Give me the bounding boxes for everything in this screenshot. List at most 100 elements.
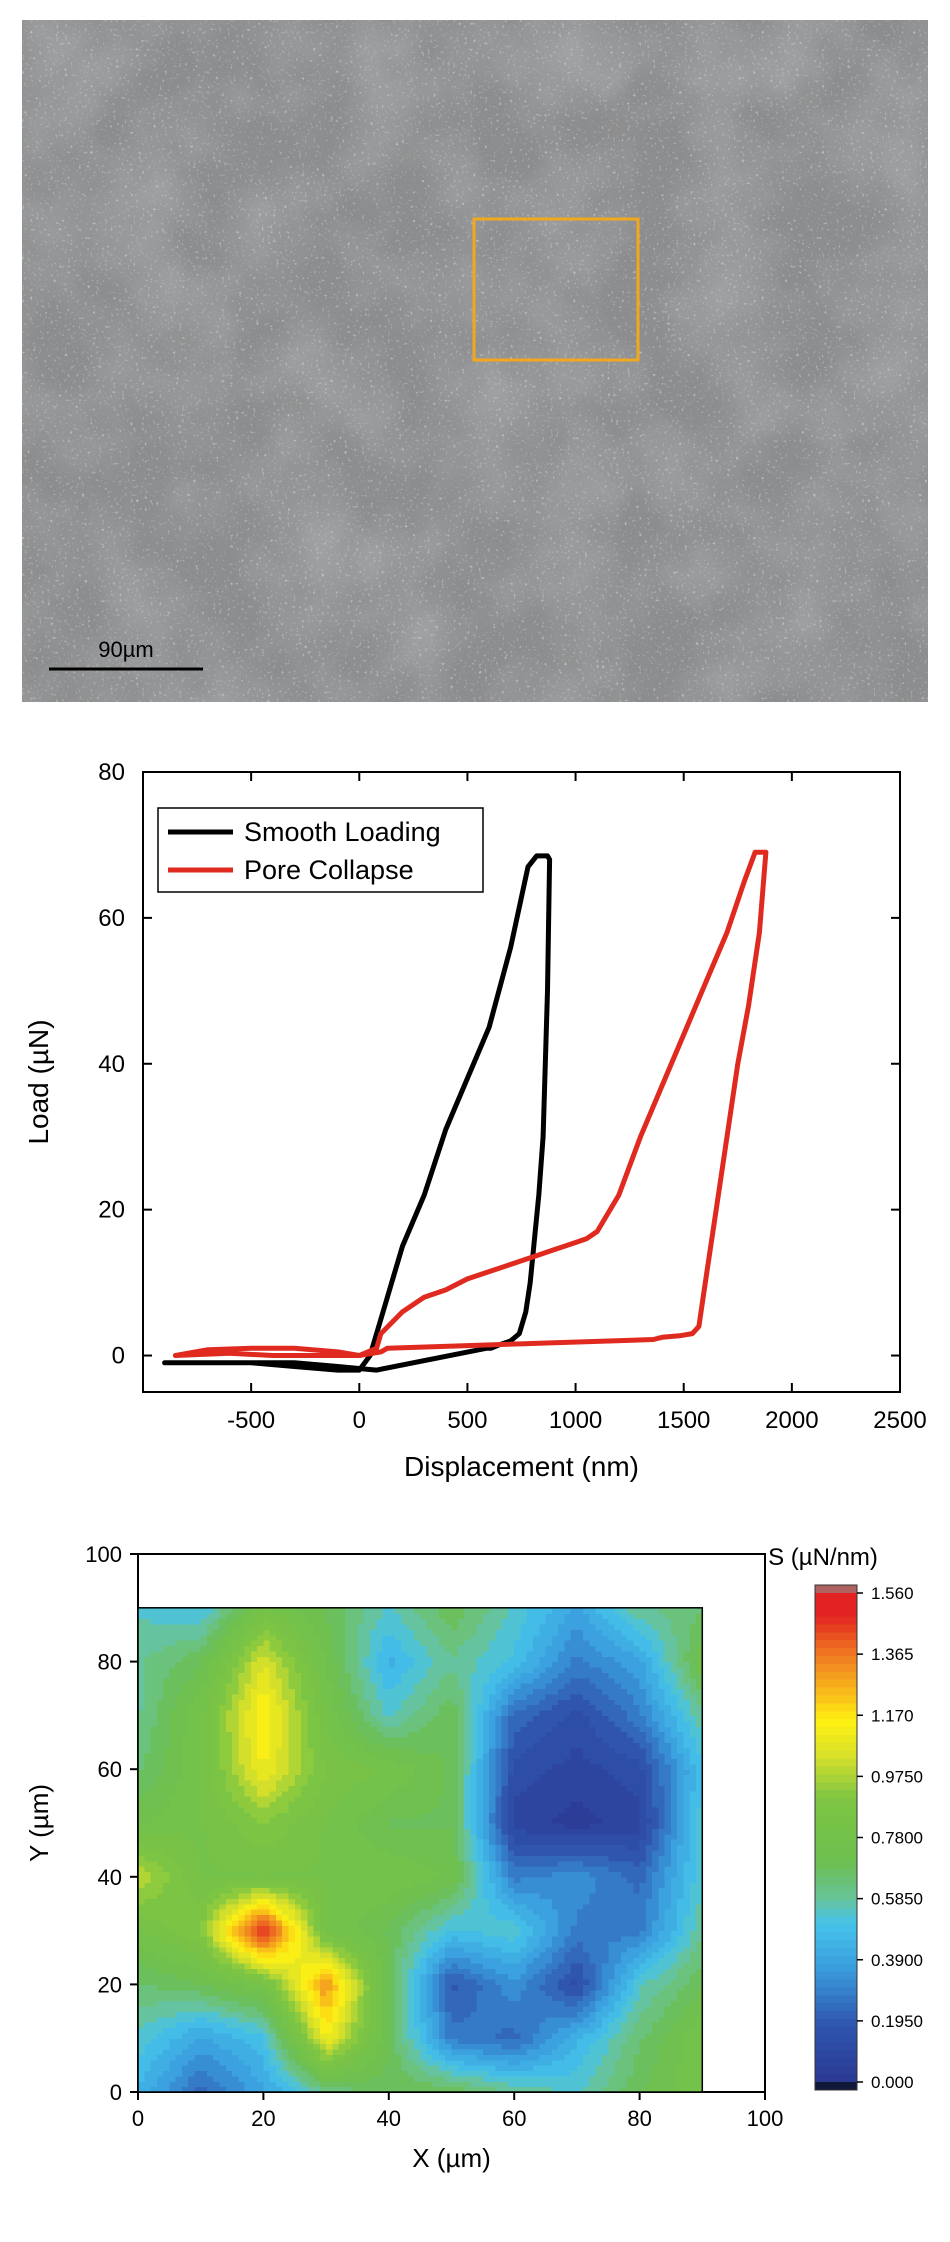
contour-cell [683,2081,691,2088]
contour-cell [138,1914,145,1921]
contour-cell [225,1855,233,1862]
contour-cell [206,1871,214,1878]
contour-cell [357,2086,365,2093]
contour-cell [181,1892,189,1899]
contour-cell [457,1806,465,1813]
contour-cell [608,1968,616,1975]
contour-cell [188,1849,196,1856]
contour-cell [213,1952,221,1959]
contour-cell [138,1817,145,1824]
contour-cell [489,1984,496,1991]
contour-cell [369,1801,377,1808]
contour-cell [627,1882,634,1889]
contour-cell [677,1839,685,1846]
contour-cell [344,1941,352,1948]
contour-cell [614,1898,622,1905]
contour-cell [664,1909,672,1916]
contour-cell [326,1866,333,1873]
contour-cell [533,1914,540,1921]
contour-cell [257,1957,264,1964]
contour-cell [219,1941,227,1948]
contour-cell [332,1823,340,1829]
contour-cell [163,2086,170,2093]
contour-cell [407,1839,415,1846]
contour-cell [275,2000,283,2007]
contour-cell [144,2000,152,2007]
contour-cell [583,2065,591,2072]
contour-cell [395,1860,402,1867]
contour-cell [507,1984,515,1991]
contour-cell [432,1941,440,1948]
contour-cell [313,1903,321,1910]
contour-cell [601,1984,609,1991]
contour-cell [388,2054,396,2061]
contour-cell [150,2000,158,2007]
contour-cell [388,2016,396,2023]
contour-cell [520,2005,528,2012]
contour-cell [614,1946,622,1953]
contour-cell [420,1871,428,1878]
contour-cell [558,1962,565,1969]
contour-cell [407,2075,415,2082]
contour-cell [225,2038,233,2045]
contour-cell [225,1914,233,1921]
contour-cell [156,1925,164,1932]
y-axis-label: Load (µN) [23,1019,54,1144]
contour-cell [457,1817,465,1824]
contour-cell [627,1989,634,1996]
contour-cell [451,1914,459,1921]
contour-cell [138,1855,145,1862]
contour-cell [357,1839,365,1846]
contour-cell [652,2000,660,2007]
contour-cell [319,1930,327,1937]
contour-cell [238,1968,246,1975]
contour-cell [526,1925,534,1932]
contour-cell [213,1823,221,1829]
contour-cell [420,2000,428,2007]
contour-cell [363,2065,371,2072]
contour-cell [301,1941,308,1948]
contour-cell [539,2081,547,2088]
contour-cell [589,2005,597,2012]
contour-cell [457,1887,465,1894]
contour-cell [213,2086,221,2093]
contour-cell [438,1989,446,1996]
contour-cell [533,1844,540,1851]
contour-cell [514,1806,522,1813]
contour-cell [144,1796,152,1803]
contour-cell [244,2086,252,2093]
contour-cell [533,1919,540,1926]
contour-cell [282,1844,290,1851]
contour-cell [163,1903,170,1910]
contour-cell [457,1866,465,1873]
contour-cell [539,1930,547,1937]
contour-cell [344,1833,352,1840]
contour-cell [206,1796,214,1803]
contour-cell [250,2081,258,2088]
contour-cell [395,1946,402,1953]
contour-cell [282,2000,290,2007]
contour-cell [250,2048,258,2055]
contour-cell [263,1892,271,1899]
contour-cell [319,2070,327,2077]
contour-cell [589,1984,597,1991]
contour-cell [294,2075,302,2082]
contour-cell [232,2016,239,2023]
contour-cell [608,2011,616,2018]
contour-cell [426,2086,434,2093]
contour-cell [558,1941,565,1948]
contour-cell [489,1946,496,1953]
contour-cell [338,1860,346,1867]
contour-cell [445,1941,453,1948]
contour-cell [589,1952,597,1959]
contour-cell [570,1871,578,1878]
contour-cell [388,2059,396,2066]
contour-cell [206,2086,214,2093]
contour-cell [194,1995,202,2002]
contour-cell [639,1876,647,1883]
contour-cell [282,2005,290,2012]
contour-cell [589,2016,597,2023]
contour-cell [620,1855,628,1862]
contour-cell [445,1935,453,1942]
contour-cell [664,1871,672,1878]
